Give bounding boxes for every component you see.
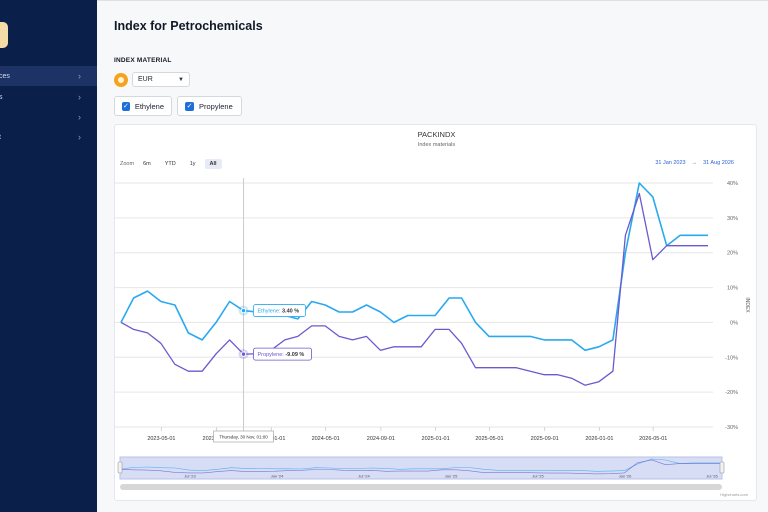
navigator-series xyxy=(119,459,722,475)
y-tick-label: -20% xyxy=(725,390,738,396)
navigator-tick-label: Jul '24 xyxy=(358,474,370,479)
propylene-label: Propylene xyxy=(199,101,233,111)
zoom-all-button[interactable]: All xyxy=(204,159,222,169)
propylene-checkbox[interactable]: ✓ Propylene xyxy=(177,96,242,116)
navigator-series xyxy=(119,458,722,472)
x-tick-label: 2023-05-01 xyxy=(147,436,175,442)
tooltip-propylene: Propylene: -9.09 % xyxy=(258,352,305,358)
coin-icon xyxy=(114,72,128,87)
x-tick-label: 2024-05-01 xyxy=(312,436,340,442)
chevron-right-icon: › xyxy=(78,132,81,142)
zoom-ytd-button[interactable]: YTD xyxy=(164,161,176,167)
navigator-window xyxy=(119,456,723,480)
zoom-1y-button[interactable]: 1y xyxy=(189,161,196,167)
x-tick-label: 2026-05-01 xyxy=(639,436,667,442)
x-tick-label: 2025-05-01 xyxy=(475,436,503,442)
tooltip-box xyxy=(253,347,312,361)
series-line-ethylene xyxy=(120,182,708,352)
sidebar-item-label: t xyxy=(0,134,1,141)
chart-credits[interactable]: Highcharts.com xyxy=(720,492,748,497)
y-tick-label: -10% xyxy=(725,355,738,361)
date-range: 31 Jan 2023 → 31 Aug 2026 xyxy=(655,160,734,166)
x-tick-label: 2025-01-01 xyxy=(422,436,450,442)
chevron-down-icon: ▼ xyxy=(178,76,184,83)
currency-value: EUR xyxy=(138,76,153,83)
tooltip-ethylene: Ethylene: 3.40 % xyxy=(258,309,300,315)
zoom-controls: Zoom 6m YTD 1y All xyxy=(120,159,222,169)
app-logo[interactable] xyxy=(0,22,8,48)
checkbox-checked-icon: ✓ xyxy=(122,101,130,111)
navigator-handle xyxy=(117,461,123,474)
y-tick-label: 20% xyxy=(727,251,738,257)
crosshair-label-box xyxy=(213,430,274,443)
zoom-label: Zoom xyxy=(120,161,135,167)
navigator-tick-label: Jul '25 xyxy=(532,474,544,479)
y-tick-label: -30% xyxy=(725,425,738,431)
header-divider xyxy=(97,0,768,1)
chart-subtitle: Index materials xyxy=(417,142,456,148)
crosshair-label: Thursday, 30 Nov, 01:00 xyxy=(219,435,268,440)
tooltip-box xyxy=(253,304,306,317)
hover-point xyxy=(240,307,247,314)
chevron-right-icon: › xyxy=(78,92,81,102)
y-tick-label: 0% xyxy=(730,320,738,326)
sidebar-item-4[interactable]: t › xyxy=(0,127,97,147)
zoom-6m-button[interactable]: 6m xyxy=(143,161,151,167)
sidebar-item-prices[interactable]: ces › xyxy=(0,66,97,86)
sidebar-item-label: ces xyxy=(0,72,10,80)
series-line-propylene xyxy=(120,192,708,386)
navigator-tick-label: Jul '26 xyxy=(706,474,718,479)
y-tick-label: 30% xyxy=(727,216,738,222)
section-label: INDEX MATERIAL xyxy=(114,57,172,64)
chevron-right-icon: › xyxy=(78,112,81,122)
page-title: Index for Petrochemicals xyxy=(114,19,263,33)
x-tick-label: 2024-09-01 xyxy=(367,436,395,442)
sidebar-item-2[interactable]: s › xyxy=(0,87,97,107)
navigator-tick-label: Jan '26 xyxy=(619,474,633,479)
currency-select[interactable]: EUR ▼ xyxy=(132,72,190,87)
range-from-input[interactable]: 31 Jan 2023 xyxy=(655,160,686,166)
ethylene-checkbox[interactable]: ✓ Ethylene xyxy=(114,96,172,116)
x-tick-label: 2025-09-01 xyxy=(531,436,559,442)
currency-picker: EUR ▼ xyxy=(114,72,190,87)
chevron-right-icon: › xyxy=(78,71,81,81)
navigator-tick-label: Jul '23 xyxy=(184,474,196,479)
checkbox-checked-icon: ✓ xyxy=(185,101,194,111)
navigator-scrollbar xyxy=(120,484,722,490)
ethylene-label: Ethylene xyxy=(134,101,164,111)
hover-point xyxy=(240,351,247,357)
navigator-handle xyxy=(719,461,725,474)
sidebar-item-label: s xyxy=(0,93,3,101)
chart-card: PACKINDX Index materials Zoom 6m YTD 1y … xyxy=(114,124,757,501)
range-to-input[interactable]: 31 Aug 2026 xyxy=(703,160,734,166)
x-tick-label: 2026-01-01 xyxy=(585,436,613,442)
navigator-tick-label: Jan '24 xyxy=(271,474,285,479)
navigator-tick-label: Jan '25 xyxy=(445,474,459,479)
y-axis-title: INDEX xyxy=(744,297,750,313)
range-arrow: → xyxy=(691,160,698,166)
line-chart[interactable]: -30% -20% -10% 0% 10% 20% 30% 40% INDEX 2023-05-0… xyxy=(115,125,758,502)
y-tick-label: 40% xyxy=(727,181,738,187)
sidebar: ces › s › › t › xyxy=(0,0,97,512)
chart-title: PACKINDX xyxy=(417,130,456,139)
y-tick-label: 10% xyxy=(727,286,738,292)
sidebar-item-3[interactable]: › xyxy=(0,107,97,127)
